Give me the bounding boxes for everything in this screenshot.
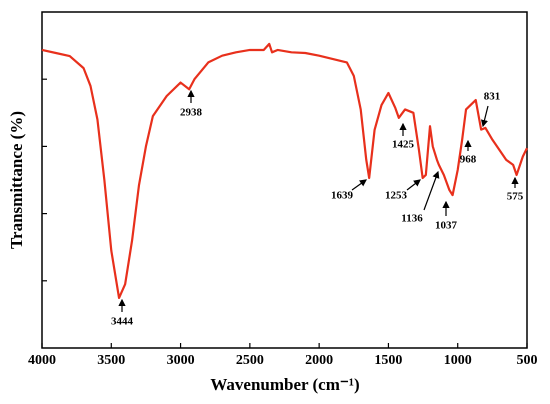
peak-label: 831 (484, 91, 501, 103)
peak-label: 575 (507, 191, 524, 203)
peak-label: 1136 (401, 213, 423, 225)
peak-arrow (351, 179, 367, 191)
y-axis-label: Transmittance (%) (7, 111, 26, 249)
peak-label: 1425 (392, 139, 415, 151)
spectrum-line (41, 42, 528, 300)
x-axis-label: Wavenumber (cm⁻¹) (210, 375, 359, 394)
peak-label: 968 (460, 154, 477, 166)
x-tick-label: 1000 (444, 353, 472, 368)
x-tick-label: 3000 (167, 353, 195, 368)
peak-label: 3444 (111, 316, 134, 328)
peak-label: 2938 (180, 107, 203, 119)
peak-arrow (406, 179, 421, 191)
peak-arrow (423, 170, 440, 211)
x-tick-label: 500 (517, 353, 538, 368)
peak-arrow (480, 105, 489, 128)
x-tick-label: 2000 (305, 353, 333, 368)
x-tick-label: 2500 (236, 353, 264, 368)
plot-frame (41, 11, 528, 349)
peak-label: 1639 (331, 190, 354, 202)
peak-label: 1253 (385, 190, 408, 202)
x-tick-label: 1500 (374, 353, 402, 368)
x-tick-label: 4000 (28, 353, 56, 368)
peak-label: 1037 (435, 220, 458, 232)
x-tick-label: 3500 (97, 353, 125, 368)
